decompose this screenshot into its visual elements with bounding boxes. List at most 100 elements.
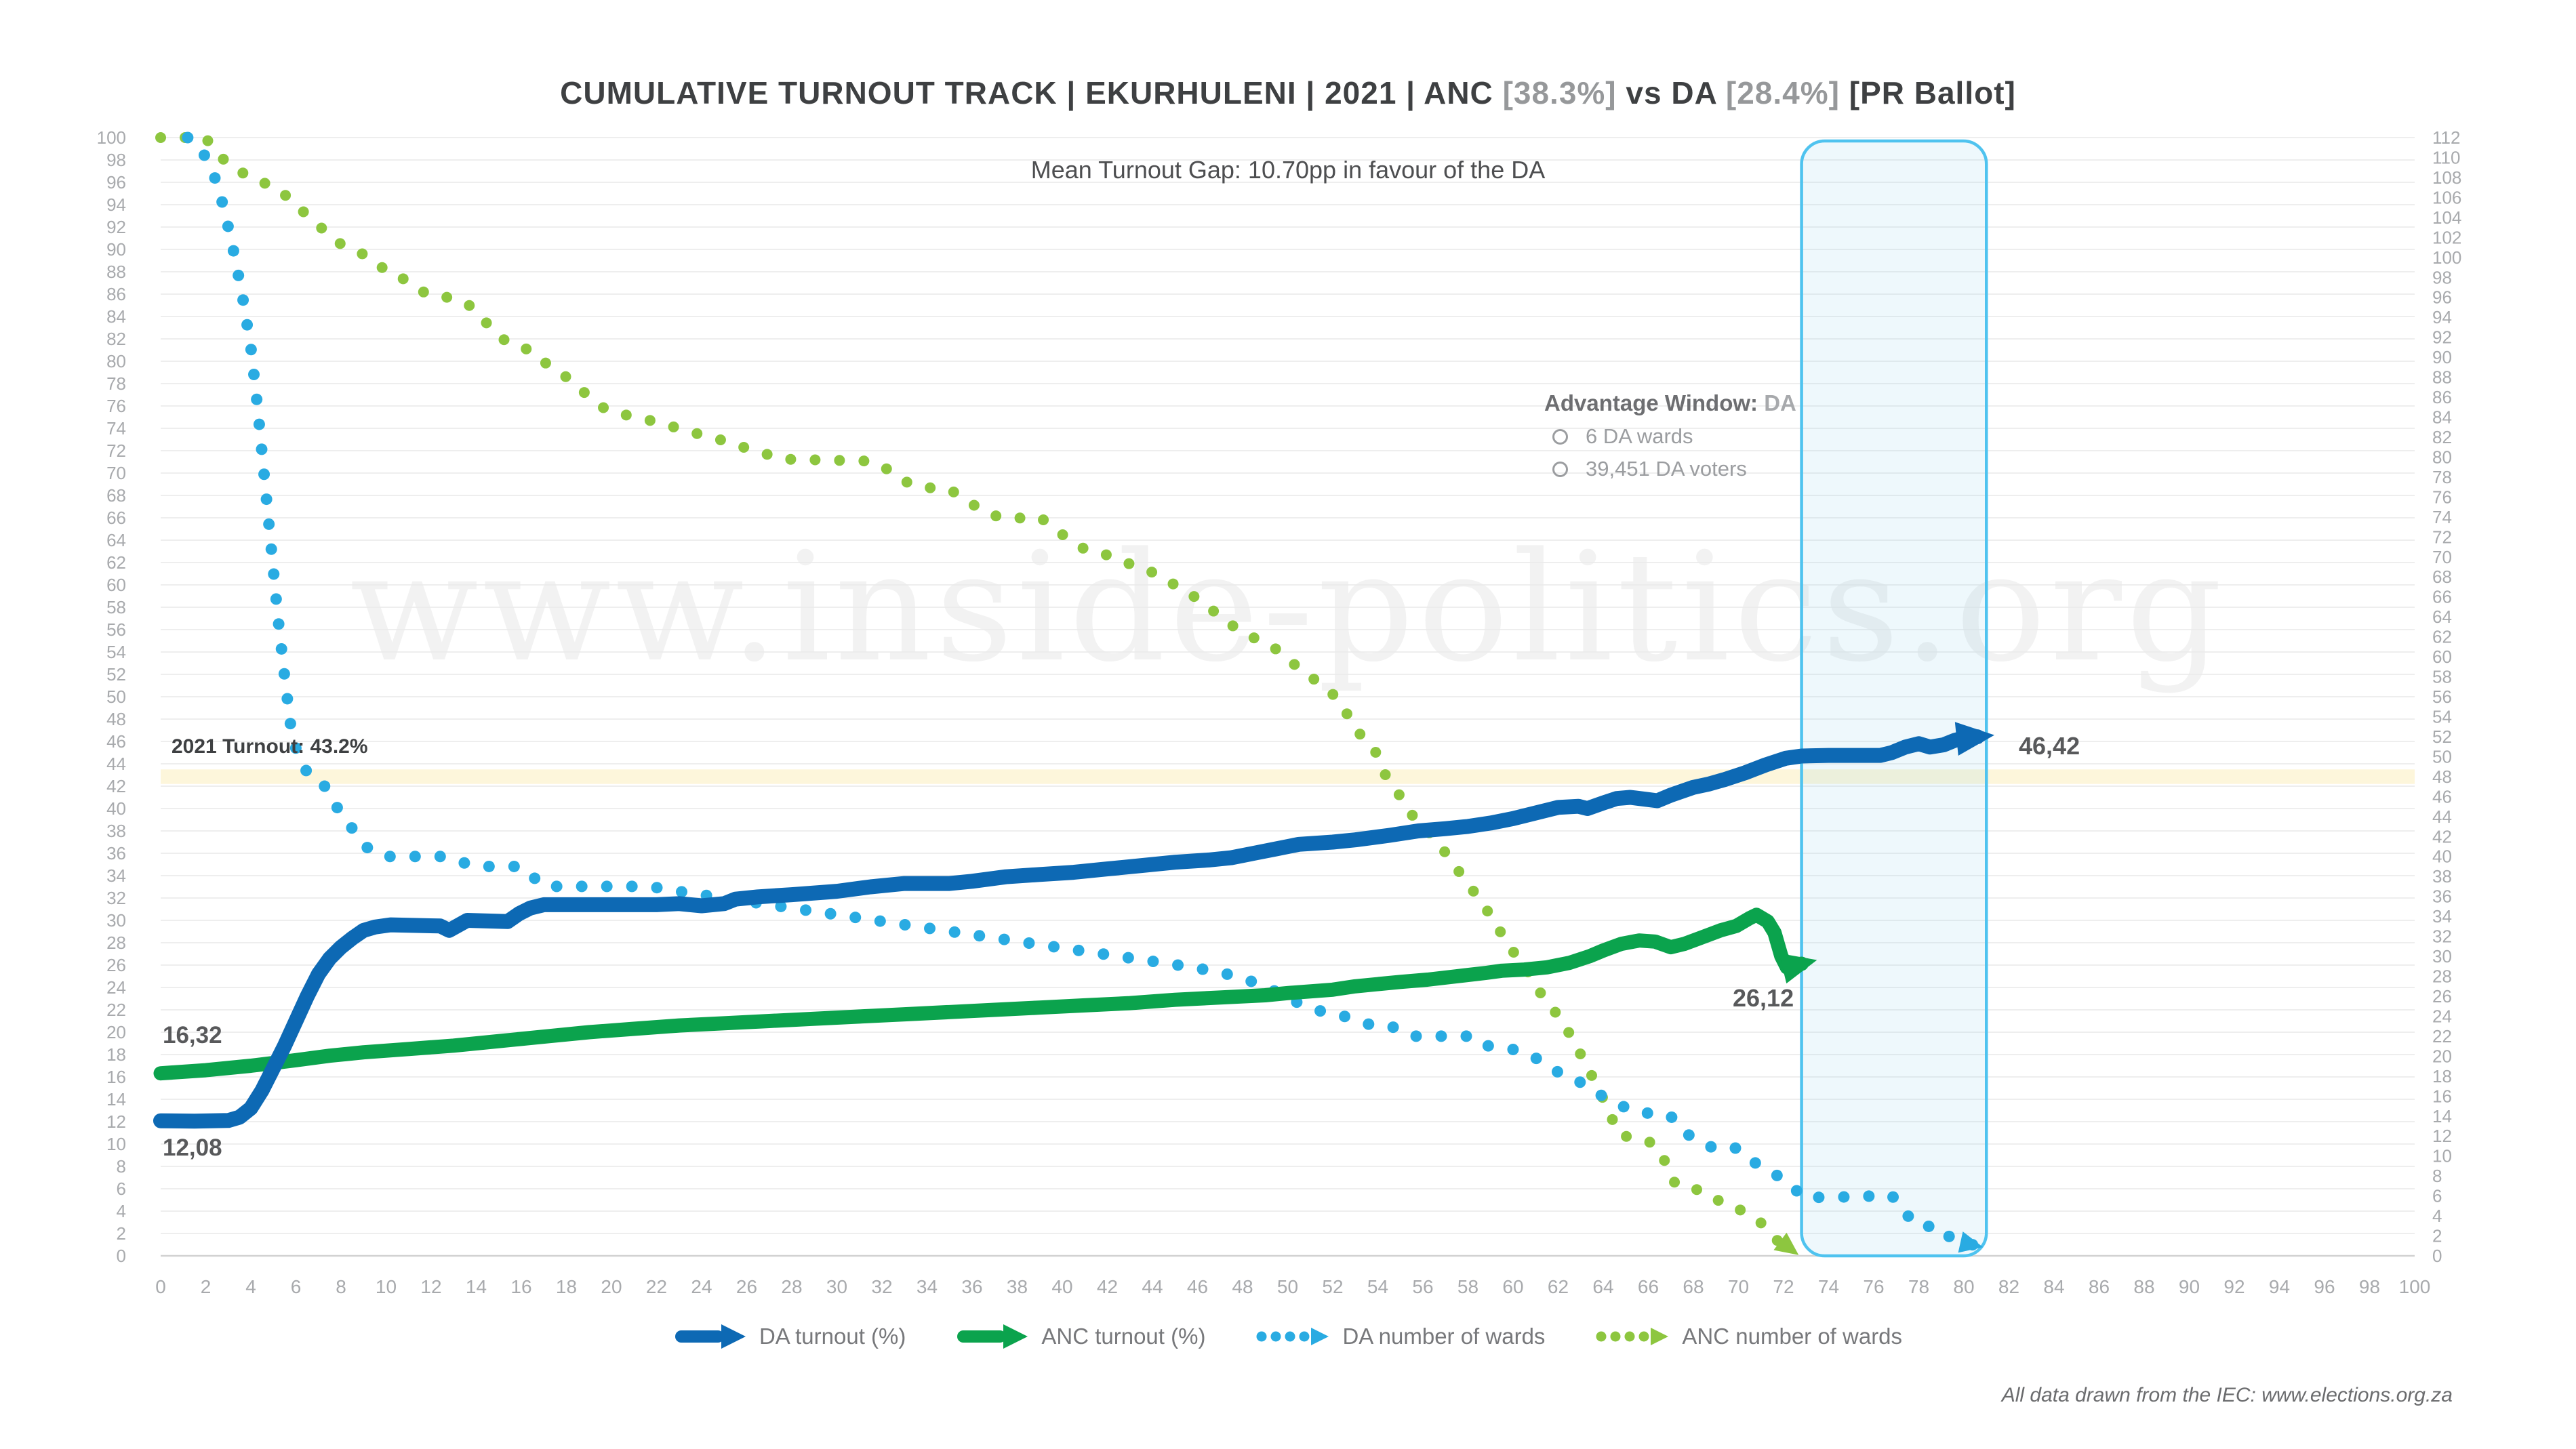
svg-text:22: 22 [2432,1026,2452,1046]
svg-text:4: 4 [117,1201,126,1221]
svg-text:2: 2 [2432,1226,2442,1246]
svg-text:68: 68 [1683,1276,1704,1297]
svg-text:92: 92 [106,217,126,237]
svg-text:2: 2 [201,1276,212,1297]
svg-text:28: 28 [781,1276,802,1297]
svg-text:92: 92 [2432,327,2452,348]
svg-text:42: 42 [2432,826,2452,846]
svg-text:84: 84 [2043,1276,2064,1297]
svg-text:42: 42 [106,776,126,796]
svg-text:18: 18 [106,1044,126,1065]
svg-text:88: 88 [2432,367,2452,388]
svg-text:74: 74 [106,418,126,438]
svg-text:68: 68 [106,485,126,506]
svg-text:30: 30 [826,1276,847,1297]
svg-text:30: 30 [2432,946,2452,966]
svg-text:14: 14 [106,1089,126,1109]
svg-text:76: 76 [106,396,126,416]
svg-text:76: 76 [1863,1276,1884,1297]
svg-text:82: 82 [1998,1276,2019,1297]
dotted-arrow-icon [1596,1328,1669,1345]
svg-text:104: 104 [2432,207,2461,228]
legend-label: ANC number of wards [1682,1324,1903,1349]
svg-text:98: 98 [106,150,126,170]
svg-text:18: 18 [556,1276,577,1297]
svg-text:58: 58 [106,597,126,617]
svg-text:86: 86 [2432,387,2452,407]
title-da-pct: [28.4%] [1725,75,1840,110]
advantage-window-label: Advantage Window: [1544,390,1758,415]
svg-text:108: 108 [2432,167,2461,188]
legend-item-anc-turnout: ANC turnout (%) [956,1323,1205,1350]
svg-text:32: 32 [871,1276,892,1297]
advantage-window-party: DA [1764,390,1796,415]
svg-text:2: 2 [117,1223,126,1244]
svg-text:78: 78 [1908,1276,1929,1297]
svg-text:86: 86 [2089,1276,2110,1297]
bullet-circle-icon [1552,461,1568,477]
svg-text:44: 44 [106,754,126,774]
svg-text:84: 84 [2432,407,2452,428]
svg-text:46: 46 [2432,786,2452,807]
svg-text:6: 6 [117,1179,126,1199]
svg-text:8: 8 [117,1156,126,1177]
legend: DA turnout (%) ANC turnout (%) DA number… [0,1323,2576,1350]
svg-text:12: 12 [420,1276,441,1297]
svg-text:36: 36 [2432,886,2452,907]
svg-text:28: 28 [2432,966,2452,987]
subtitle-mean-gap: Mean Turnout Gap: 10.70pp in favour of t… [1030,156,1546,184]
svg-text:94: 94 [2269,1276,2290,1297]
svg-text:54: 54 [106,642,126,662]
svg-text:20: 20 [2432,1046,2452,1066]
svg-text:90: 90 [2179,1276,2200,1297]
svg-text:4: 4 [2432,1206,2442,1226]
svg-text:32: 32 [106,888,126,908]
svg-text:30: 30 [106,910,126,931]
svg-text:42: 42 [1097,1276,1118,1297]
page-title: CUMULATIVE TURNOUT TRACK | EKURHULENI | … [0,75,2576,111]
svg-text:90: 90 [2432,347,2452,367]
advantage-window-bullet-wards: 6 DA wards [1544,424,1796,449]
svg-text:36: 36 [961,1276,982,1297]
svg-text:16: 16 [106,1067,126,1087]
annotation-anc-start-value: 16,32 [163,1022,222,1048]
annotation-da-end-value: 46,42 [2019,732,2080,760]
svg-text:14: 14 [2432,1106,2452,1126]
annotation-da-start-value: 12,08 [163,1135,222,1161]
svg-text:20: 20 [106,1022,126,1042]
svg-text:78: 78 [106,373,126,394]
svg-text:48: 48 [1232,1276,1253,1297]
svg-text:90: 90 [106,239,126,260]
svg-text:8: 8 [336,1276,346,1297]
svg-text:100: 100 [2432,247,2461,268]
source-attribution: All data drawn from the IEC: www.electio… [2001,1384,2453,1406]
title-vs: vs DA [1616,75,1726,110]
svg-text:34: 34 [917,1276,938,1297]
svg-text:96: 96 [2314,1276,2335,1297]
svg-text:52: 52 [2432,727,2452,747]
svg-text:66: 66 [106,508,126,528]
svg-text:66: 66 [1638,1276,1659,1297]
legend-item-da-turnout: DA turnout (%) [674,1323,906,1350]
svg-text:98: 98 [2359,1276,2380,1297]
svg-text:74: 74 [2432,507,2452,527]
svg-text:12: 12 [106,1111,126,1132]
svg-text:26: 26 [2432,986,2452,1006]
svg-text:56: 56 [2432,687,2452,707]
svg-text:34: 34 [2432,906,2452,926]
svg-text:70: 70 [106,463,126,483]
svg-text:48: 48 [106,709,126,729]
svg-text:10: 10 [106,1134,126,1154]
svg-text:28: 28 [106,933,126,953]
svg-text:24: 24 [691,1276,712,1297]
svg-text:10: 10 [376,1276,397,1297]
svg-text:6: 6 [291,1276,302,1297]
svg-text:102: 102 [2432,227,2461,247]
svg-text:56: 56 [1412,1276,1433,1297]
svg-text:98: 98 [2432,267,2452,287]
svg-text:22: 22 [646,1276,667,1297]
svg-text:60: 60 [1502,1276,1523,1297]
dotted-arrow-icon [1256,1328,1329,1345]
svg-text:94: 94 [106,195,126,215]
